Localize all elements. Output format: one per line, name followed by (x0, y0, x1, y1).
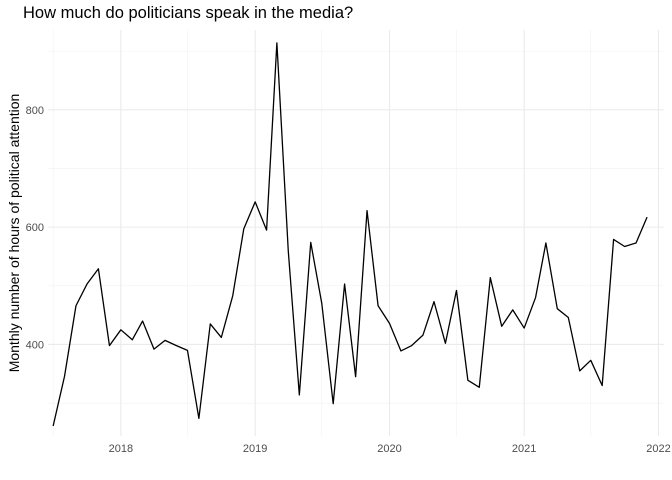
y-axis-title: Monthly number of hours of political att… (6, 94, 22, 373)
x-tick-label: 2018 (109, 443, 133, 455)
x-tick-label: 2019 (243, 443, 267, 455)
y-axis-tick-labels: 400 600 800 (26, 105, 44, 352)
chart-title: How much do politicians speak in the med… (23, 4, 354, 22)
x-axis-tick-labels: 2018 2019 2020 2021 2022 (109, 443, 671, 455)
y-tick-label: 600 (26, 222, 44, 234)
x-tick-label: 2020 (377, 443, 401, 455)
minor-gridlines (48, 30, 664, 436)
series-line (52, 42, 648, 427)
x-tick-label: 2022 (646, 443, 670, 455)
series-layer (52, 42, 648, 427)
y-tick-label: 800 (26, 105, 44, 117)
y-tick-label: 400 (26, 339, 44, 351)
major-gridlines (48, 30, 664, 436)
x-tick-label: 2021 (512, 443, 536, 455)
